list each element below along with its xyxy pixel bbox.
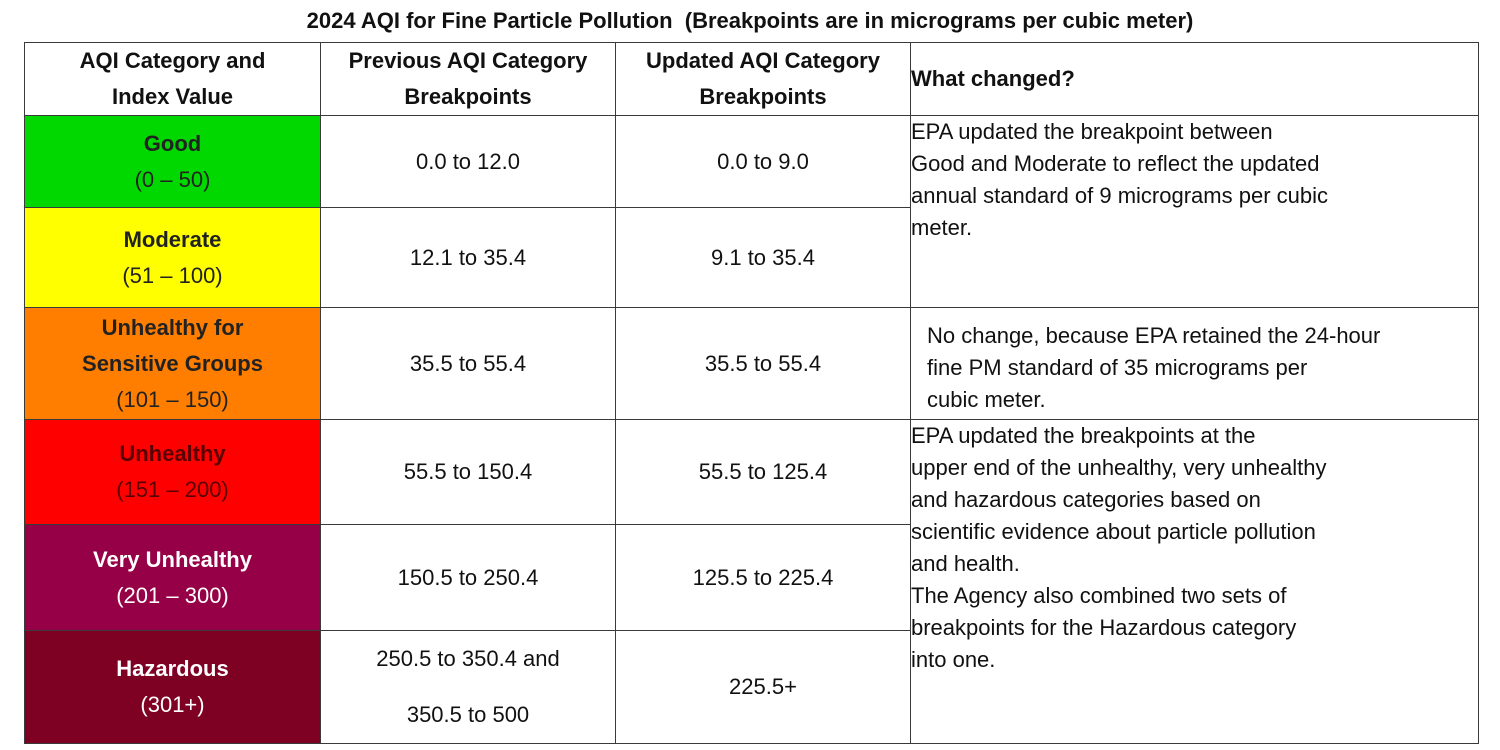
change-note-upper-categories: EPA updated the breakpoints at the upper… [910,419,1479,744]
table-row-very-unhealthy: Very Unhealthy (201 – 300) 150.5 to 250.… [24,524,1479,631]
note-line: The Agency also combined two sets of [911,583,1287,608]
updated-breakpoint: 55.5 to 125.4 [615,419,911,525]
category-name: Very Unhealthy [93,546,252,572]
header-updated-line2: Breakpoints [699,84,827,109]
header-previous: Previous AQI Category Breakpoints [320,42,616,116]
previous-breakpoint: 35.5 to 55.4 [320,307,616,420]
note-line: fine PM standard of 35 micrograms per [927,355,1308,380]
category-range: (201 – 300) [116,582,229,608]
updated-breakpoint: 0.0 to 9.0 [615,115,911,208]
note-line: annual standard of 9 micrograms per cubi… [911,183,1328,208]
category-range: (151 – 200) [116,477,229,502]
category-range: (101 – 150) [116,386,229,412]
previous-breakpoint: 55.5 to 150.4 [320,419,616,525]
category-name: Unhealthy [119,441,226,466]
header-category-line1: AQI Category and [79,48,266,73]
updated-breakpoint: 35.5 to 55.4 [615,307,911,420]
note-line: meter. [911,215,973,240]
note-line: cubic meter. [927,387,1046,412]
note-line: scientific evidence about particle pollu… [911,519,1316,544]
header-updated: Updated AQI Category Breakpoints [615,42,911,116]
table-row-moderate: Moderate (51 – 100) 12.1 to 35.4 9.1 to … [24,207,1479,308]
category-cell-usg: Unhealthy for Sensitive Groups (101 – 15… [24,307,321,420]
header-previous-line1: Previous AQI Category [348,48,588,73]
updated-breakpoint: 9.1 to 35.4 [615,207,911,308]
note-line: upper end of the unhealthy, very unhealt… [911,455,1327,480]
note-line: EPA updated the breakpoint between [911,119,1273,144]
category-name: Hazardous [116,656,229,681]
change-note-usg: No change, because EPA retained the 24-h… [910,307,1479,420]
table-row-usg: Unhealthy for Sensitive Groups (101 – 15… [24,307,1479,420]
previous-breakpoint: 250.5 to 350.4 and 350.5 to 500 [320,630,616,744]
category-cell-good: Good (0 – 50) [24,115,321,208]
updated-breakpoint: 125.5 to 225.4 [615,524,911,631]
page-title: 2024 AQI for Fine Particle Pollution (Br… [306,8,1194,33]
category-range: (51 – 100) [122,262,223,288]
category-name-line2: Sensitive Groups [82,350,263,376]
note-line: No change, because EPA retained the 24-h… [927,323,1381,348]
note-line: and health. [911,551,1020,576]
header-category: AQI Category and Index Value [24,42,321,116]
category-cell-very-unhealthy: Very Unhealthy (201 – 300) [24,524,321,631]
header-category-line2: Index Value [111,84,234,109]
note-line: breakpoints for the Hazardous category [911,615,1297,640]
updated-breakpoint: 225.5+ [615,630,911,744]
note-line: into one. [911,647,996,672]
header-updated-line1: Updated AQI Category [646,48,880,73]
note-line: EPA updated the breakpoints at the [911,423,1256,448]
header-row: AQI Category and Index Value Previous AQ… [24,42,1479,116]
category-name: Good [143,130,202,156]
category-range: (301+) [140,692,205,717]
note-line: Good and Moderate to reflect the updated [911,151,1320,176]
category-cell-hazardous: Hazardous (301+) [24,630,321,744]
category-name-line1: Unhealthy for [101,314,244,340]
table-row-unhealthy: Unhealthy (151 – 200) 55.5 to 150.4 55.5… [24,419,1479,744]
header-what-changed: What changed? [910,42,1479,116]
category-name: Moderate [123,226,222,252]
previous-breakpoint: 12.1 to 35.4 [320,207,616,308]
category-cell-moderate: Moderate (51 – 100) [24,207,321,308]
previous-breakpoint-line2: 350.5 to 500 [406,702,530,727]
category-cell-unhealthy: Unhealthy (151 – 200) [24,419,321,525]
aqi-breakpoint-table: AQI Category and Index Value Previous AQ… [24,42,1479,744]
previous-breakpoint-line1: 250.5 to 350.4 and [376,646,560,671]
header-previous-line2: Breakpoints [404,84,532,109]
table-row-good: Good (0 – 50) 0.0 to 12.0 0.0 to 9.0 EPA… [24,115,1479,308]
previous-breakpoint: 150.5 to 250.4 [320,524,616,631]
table-row-hazardous: Hazardous (301+) 250.5 to 350.4 and 350.… [24,630,1479,744]
change-note-good-moderate: EPA updated the breakpoint between Good … [910,115,1479,308]
previous-breakpoint: 0.0 to 12.0 [320,115,616,208]
note-line: and hazardous categories based on [911,487,1261,512]
category-range: (0 – 50) [134,166,211,192]
